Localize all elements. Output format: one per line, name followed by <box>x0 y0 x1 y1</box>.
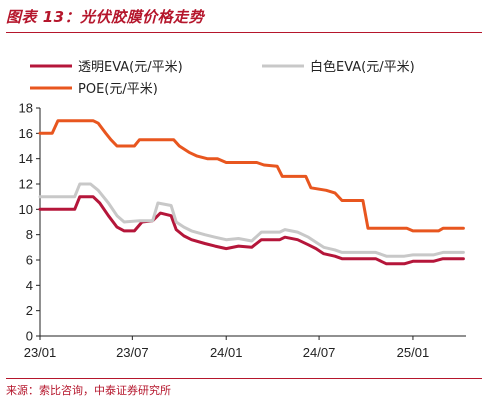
x-tick-label: 23/07 <box>116 345 149 360</box>
x-tick-label: 24/01 <box>210 345 243 360</box>
y-tick-label: 18 <box>19 101 33 116</box>
y-tick-label: 12 <box>19 177 33 192</box>
axes: 0 2 4 6 8 10 12 14 16 18 23/01 23/07 24/01 24/07 25/01 <box>19 101 466 360</box>
legend: 透明EVA(元/平米) 白色EVA(元/平米) POE(元/平米) <box>30 59 415 97</box>
figure-title: 图表 13：光伏胶膜价格走势 <box>6 8 205 26</box>
series-line-0 <box>38 195 465 266</box>
series-line-2 <box>38 119 465 233</box>
footer-divider <box>6 378 482 379</box>
legend-label-0: 透明EVA(元/平米) <box>78 60 183 75</box>
x-tick-label: 25/01 <box>397 345 430 360</box>
legend-label-2: POE(元/平米) <box>78 82 158 97</box>
series-line-1 <box>38 182 465 258</box>
y-tick-label: 4 <box>26 278 33 293</box>
y-tick-label: 2 <box>26 303 33 318</box>
title-divider <box>6 32 482 33</box>
y-tick-label: 10 <box>19 202 33 217</box>
series-lines <box>38 119 465 266</box>
legend-label-1: 白色EVA(元/平米) <box>310 59 415 75</box>
y-tick-label: 6 <box>26 253 33 268</box>
y-tick-label: 14 <box>19 151 33 166</box>
source-note: 来源：索比咨询，中泰证券研究所 <box>6 384 171 397</box>
x-tick-label: 23/01 <box>24 345 57 360</box>
y-tick-label: 8 <box>26 227 33 242</box>
y-tick-label: 0 <box>26 329 33 344</box>
x-tick-label: 24/07 <box>303 345 336 360</box>
y-tick-label: 16 <box>19 126 33 141</box>
